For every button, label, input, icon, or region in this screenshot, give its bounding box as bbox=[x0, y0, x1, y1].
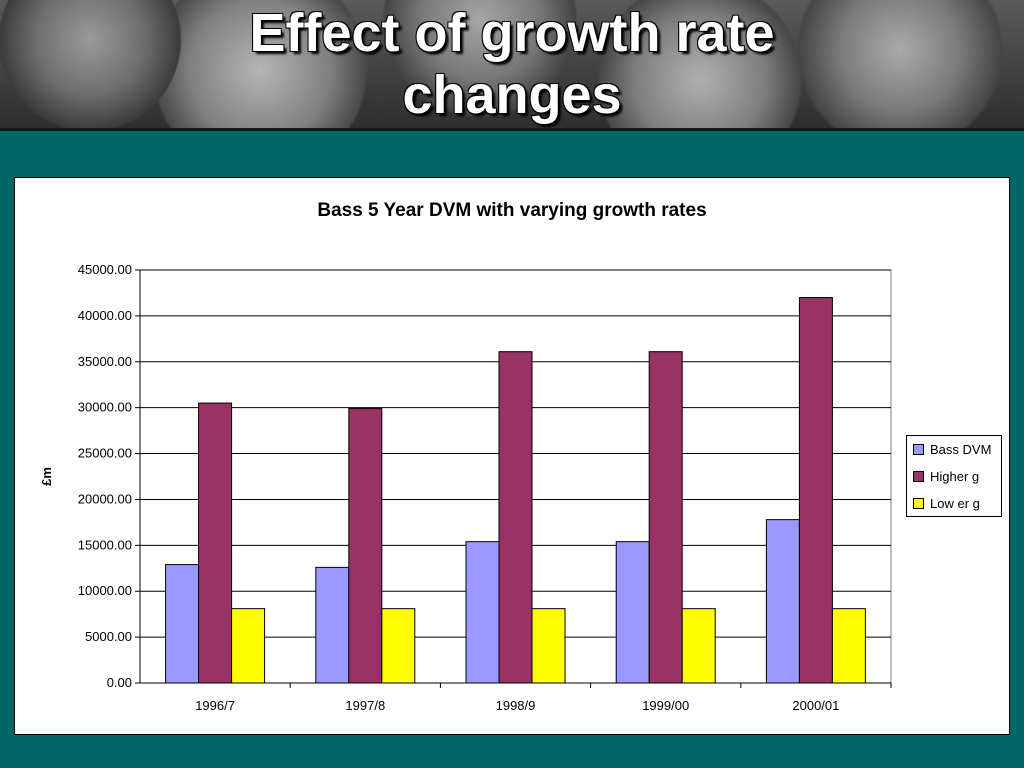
x-tick-label: 1997/8 bbox=[345, 698, 385, 713]
y-tick-label: 10000.00 bbox=[78, 583, 132, 598]
chart-title: Bass 5 Year DVM with varying growth rate… bbox=[317, 200, 707, 221]
chart-panel: Bass 5 Year DVM with varying growth rate… bbox=[14, 177, 1010, 735]
legend-label: Low er g bbox=[930, 495, 980, 511]
legend-label: Higher g bbox=[930, 468, 980, 484]
y-tick-label: 0.00 bbox=[107, 675, 132, 690]
slide-title: Effect of growth rate changes bbox=[249, 3, 775, 125]
y-tick-label: 30000.00 bbox=[78, 400, 132, 415]
y-tick-label: 40000.00 bbox=[78, 308, 132, 323]
bar bbox=[498, 351, 533, 684]
y-tick-label: 25000.00 bbox=[78, 446, 132, 461]
bar bbox=[315, 566, 350, 684]
bar bbox=[681, 608, 716, 684]
bar bbox=[348, 408, 383, 684]
y-tick-label: 20000.00 bbox=[78, 491, 132, 506]
bar bbox=[798, 297, 833, 684]
y-axis-label: £m bbox=[39, 467, 54, 486]
title-banner: Effect of growth rate changes bbox=[0, 0, 1024, 131]
bar bbox=[615, 541, 650, 684]
bar bbox=[831, 608, 866, 684]
bar bbox=[198, 402, 233, 684]
legend-label: Bass DVM bbox=[930, 441, 992, 457]
y-tick-label: 35000.00 bbox=[78, 354, 132, 369]
bar bbox=[465, 541, 500, 684]
x-tick-label: 2000/01 bbox=[792, 698, 839, 713]
bar bbox=[381, 608, 416, 684]
x-tick-label: 1999/00 bbox=[642, 698, 689, 713]
bar bbox=[231, 608, 266, 684]
x-tick-label: 1998/9 bbox=[496, 698, 536, 713]
y-tick-label: 45000.00 bbox=[78, 262, 132, 277]
bar-chart: 0.00 5000.00 10000.00 15000.00 20000.00 25000… bbox=[39, 262, 892, 713]
x-tick-label: 1996/7 bbox=[195, 698, 235, 713]
bar bbox=[765, 519, 800, 684]
legend-item: Higher g bbox=[913, 467, 979, 485]
legend-swatch bbox=[913, 470, 924, 482]
legend-swatch bbox=[913, 497, 924, 509]
legend-swatch bbox=[913, 443, 924, 455]
y-tick-label: 15000.00 bbox=[78, 537, 132, 552]
chart-legend: Bass DVM Higher g Low er g bbox=[906, 435, 1002, 517]
bar bbox=[648, 351, 683, 684]
bar bbox=[531, 608, 566, 684]
bar bbox=[165, 564, 200, 684]
legend-item: Low er g bbox=[913, 494, 980, 512]
legend-item: Bass DVM bbox=[913, 440, 991, 458]
y-tick-label: 5000.00 bbox=[85, 629, 132, 644]
